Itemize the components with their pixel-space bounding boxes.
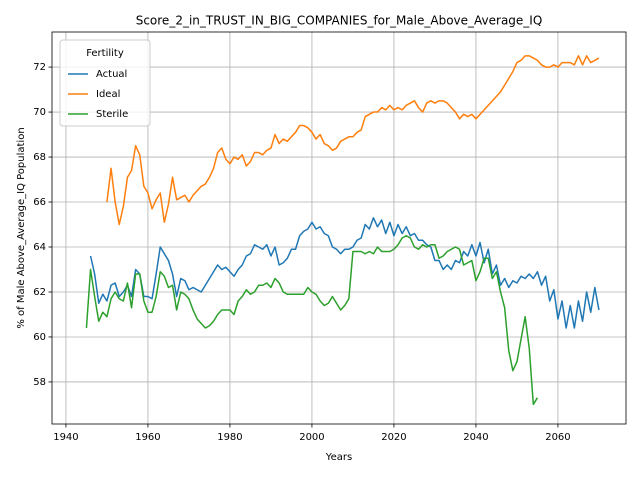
legend-box xyxy=(59,39,151,127)
y-tick-label: 58 xyxy=(33,377,46,388)
data-line xyxy=(89,217,600,329)
x-tick-label: 2060 xyxy=(545,432,570,443)
chart-title: Score_2_in_TRUST_IN_BIG_COMPANIES_for_Ma… xyxy=(136,14,543,28)
x-tick-label: 1980 xyxy=(217,432,242,443)
x-axis-label: Years xyxy=(325,452,352,463)
y-tick-label: 70 xyxy=(33,107,46,118)
y-tick-label: 72 xyxy=(33,62,46,73)
y-tick-label: 60 xyxy=(33,332,46,343)
y-tick-label: 66 xyxy=(33,197,46,208)
y-tick-label: 64 xyxy=(33,242,46,253)
legend-label: Ideal xyxy=(96,89,120,100)
x-tick-label: 1960 xyxy=(135,432,160,443)
y-axis-label: % of Male Above_Average_IQ Population xyxy=(16,127,27,328)
x-tick-label: 2040 xyxy=(463,432,488,443)
x-tick-label: 2020 xyxy=(381,432,406,443)
data-line xyxy=(85,235,539,406)
y-tick-label: 62 xyxy=(33,287,46,298)
x-tick-label: 2000 xyxy=(299,432,324,443)
legend-label: Actual xyxy=(96,69,127,80)
legend-label: Sterile xyxy=(96,109,128,120)
data-line xyxy=(106,55,600,226)
legend-title: Fertility xyxy=(86,48,124,59)
legend: Fertility Actual Ideal Sterile xyxy=(59,39,151,127)
plot-frame xyxy=(51,31,627,425)
x-tick-label: 1940 xyxy=(53,432,78,443)
y-tick-label: 68 xyxy=(33,152,46,163)
